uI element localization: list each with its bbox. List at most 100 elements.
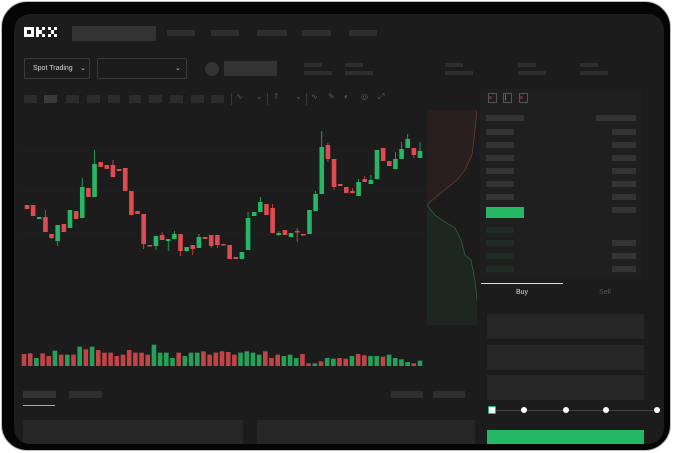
volume-bar	[145, 354, 151, 366]
bottom-action[interactable]	[391, 391, 423, 398]
bottom-tab-underline	[23, 405, 55, 406]
candle-down	[380, 148, 386, 161]
candle-down	[178, 234, 183, 251]
chevron-down-icon[interactable]: ⌄	[256, 92, 263, 101]
nav-item[interactable]	[302, 30, 331, 36]
timeframe-button[interactable]	[66, 95, 79, 103]
candle-down	[331, 159, 337, 187]
candle-down	[386, 161, 392, 166]
volume-bar	[244, 351, 250, 366]
bottom-tab-active[interactable]	[23, 391, 56, 398]
buy-button[interactable]	[487, 430, 644, 444]
toolbar-divider	[306, 93, 307, 105]
slider-step-25[interactable]	[521, 407, 527, 413]
volume-bar	[306, 363, 311, 366]
slider-step-75[interactable]	[603, 407, 609, 413]
volume-bar	[386, 354, 392, 366]
tab-sell[interactable]: Sell	[599, 289, 611, 296]
slider-step-50[interactable]	[563, 407, 569, 413]
coin-icon	[205, 62, 219, 76]
instrument-select[interactable]: ⌄	[97, 58, 187, 79]
candle-up	[405, 139, 411, 148]
slider-step-100[interactable]	[654, 407, 660, 413]
volume-bar	[157, 352, 163, 366]
ask-price	[486, 194, 514, 200]
trading-mode-select[interactable]: Spot Trading ⌄	[24, 58, 90, 79]
stat-label	[518, 63, 536, 67]
volume-bar	[58, 354, 64, 366]
bid-amount	[612, 253, 636, 259]
amount-input[interactable]	[487, 345, 644, 370]
volume-bar	[34, 358, 39, 366]
timeframe-button[interactable]	[149, 95, 162, 103]
volume-bar	[263, 351, 268, 366]
candle-up	[393, 159, 398, 169]
candle-down	[350, 191, 355, 193]
timeframe-button[interactable]	[211, 95, 224, 103]
orderbook-both-icon[interactable]: ≡	[488, 93, 497, 103]
header-search-placeholder[interactable]	[72, 26, 156, 41]
timeframe-button[interactable]	[108, 95, 120, 103]
timeframe-button-active[interactable]	[44, 95, 57, 103]
candle-down	[141, 214, 146, 244]
candle-up	[184, 247, 189, 251]
volume-bar	[77, 346, 82, 366]
bottom-tab[interactable]	[69, 391, 102, 398]
volume-bar	[151, 344, 157, 366]
candle-down	[411, 148, 417, 155]
expand-icon[interactable]: ⤢	[378, 92, 385, 101]
nav-item[interactable]	[257, 30, 287, 36]
tab-buy[interactable]: Buy	[515, 289, 529, 296]
orderbook-bids-icon[interactable]: ┃	[503, 93, 512, 103]
line-chart-icon[interactable]: ∿	[311, 92, 318, 101]
candle-down	[325, 145, 331, 159]
ask-amount	[612, 194, 636, 200]
candlestick-chart[interactable]	[14, 14, 479, 374]
stat-label	[345, 63, 363, 67]
timeframe-button[interactable]	[24, 95, 37, 103]
stat-value	[445, 71, 473, 75]
gauge-icon[interactable]: ◐	[344, 92, 349, 101]
candle-down	[301, 234, 306, 236]
chevron-down-icon: ⌄	[175, 65, 181, 72]
indicator-icon[interactable]: f	[275, 92, 278, 101]
volume-bar	[399, 359, 404, 366]
target-icon[interactable]: ◎	[361, 92, 368, 101]
amount-slider-track[interactable]	[491, 410, 659, 411]
pencil-icon[interactable]: ✎	[328, 92, 335, 101]
nav-item[interactable]	[211, 30, 239, 36]
volume-bar	[164, 352, 169, 366]
toolbar-divider	[231, 93, 232, 105]
ask-amount	[612, 181, 636, 187]
nav-item[interactable]	[167, 30, 195, 36]
nav-item[interactable]	[349, 30, 377, 36]
candle-up	[153, 236, 159, 246]
stat-value	[580, 71, 608, 75]
ask-price	[486, 142, 514, 148]
bottom-action[interactable]	[433, 391, 465, 398]
total-input[interactable]	[487, 375, 644, 400]
timeframe-button[interactable]	[87, 95, 100, 103]
stat-label	[580, 63, 598, 67]
ask-price	[486, 129, 514, 135]
bid-amount	[612, 266, 636, 272]
okx-logo[interactable]	[24, 27, 60, 37]
candle-down	[233, 257, 239, 259]
volume-bar	[417, 360, 423, 366]
volume-bar	[275, 354, 280, 366]
volume-bar	[343, 358, 349, 366]
candle-up	[79, 187, 85, 218]
price-input[interactable]	[487, 314, 644, 339]
orderbook-asks-icon[interactable]: ≡	[519, 93, 528, 103]
chart-type-icon[interactable]: ∿	[236, 92, 243, 101]
timeframe-button[interactable]	[129, 95, 141, 103]
ask-price	[486, 181, 514, 187]
ask-price	[486, 168, 514, 174]
timeframe-button[interactable]	[191, 95, 204, 103]
slider-handle[interactable]	[488, 406, 496, 414]
candle-down	[147, 245, 153, 247]
timeframe-button[interactable]	[170, 95, 183, 103]
depth-bids-line	[427, 204, 477, 301]
chevron-down-icon[interactable]: ⌄	[295, 92, 302, 101]
